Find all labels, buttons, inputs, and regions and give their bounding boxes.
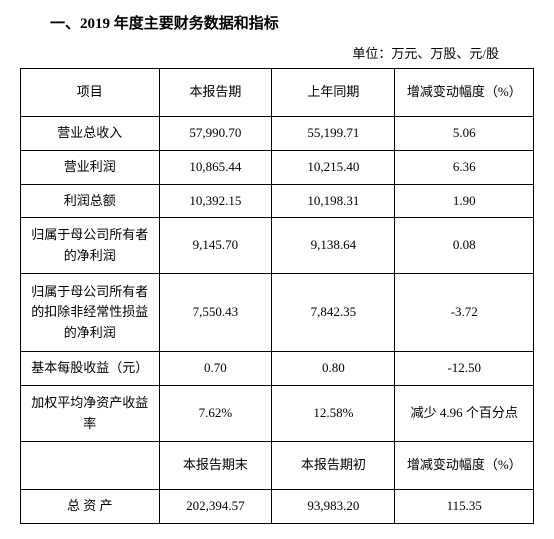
hdr-prev: 上年同期 xyxy=(272,69,395,117)
cell-value: 55,199.71 xyxy=(272,117,395,151)
cell-value: 0.70 xyxy=(159,352,272,386)
table-row: 利润总额 10,392.15 10,198.31 1.90 xyxy=(21,184,534,218)
hdr-end: 本报告期末 xyxy=(159,442,272,490)
cell-value: 7,842.35 xyxy=(272,274,395,352)
hdr-begin: 本报告期初 xyxy=(272,442,395,490)
hdr-item xyxy=(21,442,160,490)
table-row: 归属于母公司所有者的扣除非经常性损益的净利润 7,550.43 7,842.35… xyxy=(21,274,534,352)
cell-value: 7,550.43 xyxy=(159,274,272,352)
table-row: 总 资 产 202,394.57 93,983.20 115.35 xyxy=(21,490,534,524)
cell-item: 归属于母公司所有者的净利润 xyxy=(21,218,160,274)
financial-table: 项目 本报告期 上年同期 增减变动幅度（%） 营业总收入 57,990.70 5… xyxy=(20,68,534,524)
cell-value: 7.62% xyxy=(159,386,272,442)
table-row: 归属于母公司所有者的净利润 9,145.70 9,138.64 0.08 xyxy=(21,218,534,274)
cell-value: 9,138.64 xyxy=(272,218,395,274)
cell-value: 10,865.44 xyxy=(159,150,272,184)
cell-value: 0.08 xyxy=(395,218,534,274)
cell-value: 57,990.70 xyxy=(159,117,272,151)
section-title: 一、2019 年度主要财务数据和指标 xyxy=(20,12,534,33)
cell-value: 10,215.40 xyxy=(272,150,395,184)
table-header-1: 项目 本报告期 上年同期 增减变动幅度（%） xyxy=(21,69,534,117)
table-row: 基本每股收益（元） 0.70 0.80 -12.50 xyxy=(21,352,534,386)
cell-value: 12.58% xyxy=(272,386,395,442)
cell-value: -12.50 xyxy=(395,352,534,386)
table-row: 营业利润 10,865.44 10,215.40 6.36 xyxy=(21,150,534,184)
cell-value: 5.06 xyxy=(395,117,534,151)
hdr-change: 增减变动幅度（%） xyxy=(395,442,534,490)
cell-value: 9,145.70 xyxy=(159,218,272,274)
cell-value: -3.72 xyxy=(395,274,534,352)
cell-item: 营业利润 xyxy=(21,150,160,184)
hdr-item: 项目 xyxy=(21,69,160,117)
cell-item: 营业总收入 xyxy=(21,117,160,151)
cell-value: 减少 4.96 个百分点 xyxy=(395,386,534,442)
table-header-2: 本报告期末 本报告期初 增减变动幅度（%） xyxy=(21,442,534,490)
table-row: 加权平均净资产收益率 7.62% 12.58% 减少 4.96 个百分点 xyxy=(21,386,534,442)
cell-value: 1.90 xyxy=(395,184,534,218)
cell-value: 0.80 xyxy=(272,352,395,386)
cell-value: 93,983.20 xyxy=(272,490,395,524)
cell-item: 总 资 产 xyxy=(21,490,160,524)
hdr-change: 增减变动幅度（%） xyxy=(395,69,534,117)
cell-item: 基本每股收益（元） xyxy=(21,352,160,386)
cell-item: 利润总额 xyxy=(21,184,160,218)
cell-item: 加权平均净资产收益率 xyxy=(21,386,160,442)
cell-value: 10,198.31 xyxy=(272,184,395,218)
cell-value: 6.36 xyxy=(395,150,534,184)
cell-item: 归属于母公司所有者的扣除非经常性损益的净利润 xyxy=(21,274,160,352)
cell-value: 10,392.15 xyxy=(159,184,272,218)
unit-label: 单位：万元、万股、元/股 xyxy=(20,43,534,62)
table-row: 营业总收入 57,990.70 55,199.71 5.06 xyxy=(21,117,534,151)
cell-value: 115.35 xyxy=(395,490,534,524)
hdr-current: 本报告期 xyxy=(159,69,272,117)
cell-value: 202,394.57 xyxy=(159,490,272,524)
